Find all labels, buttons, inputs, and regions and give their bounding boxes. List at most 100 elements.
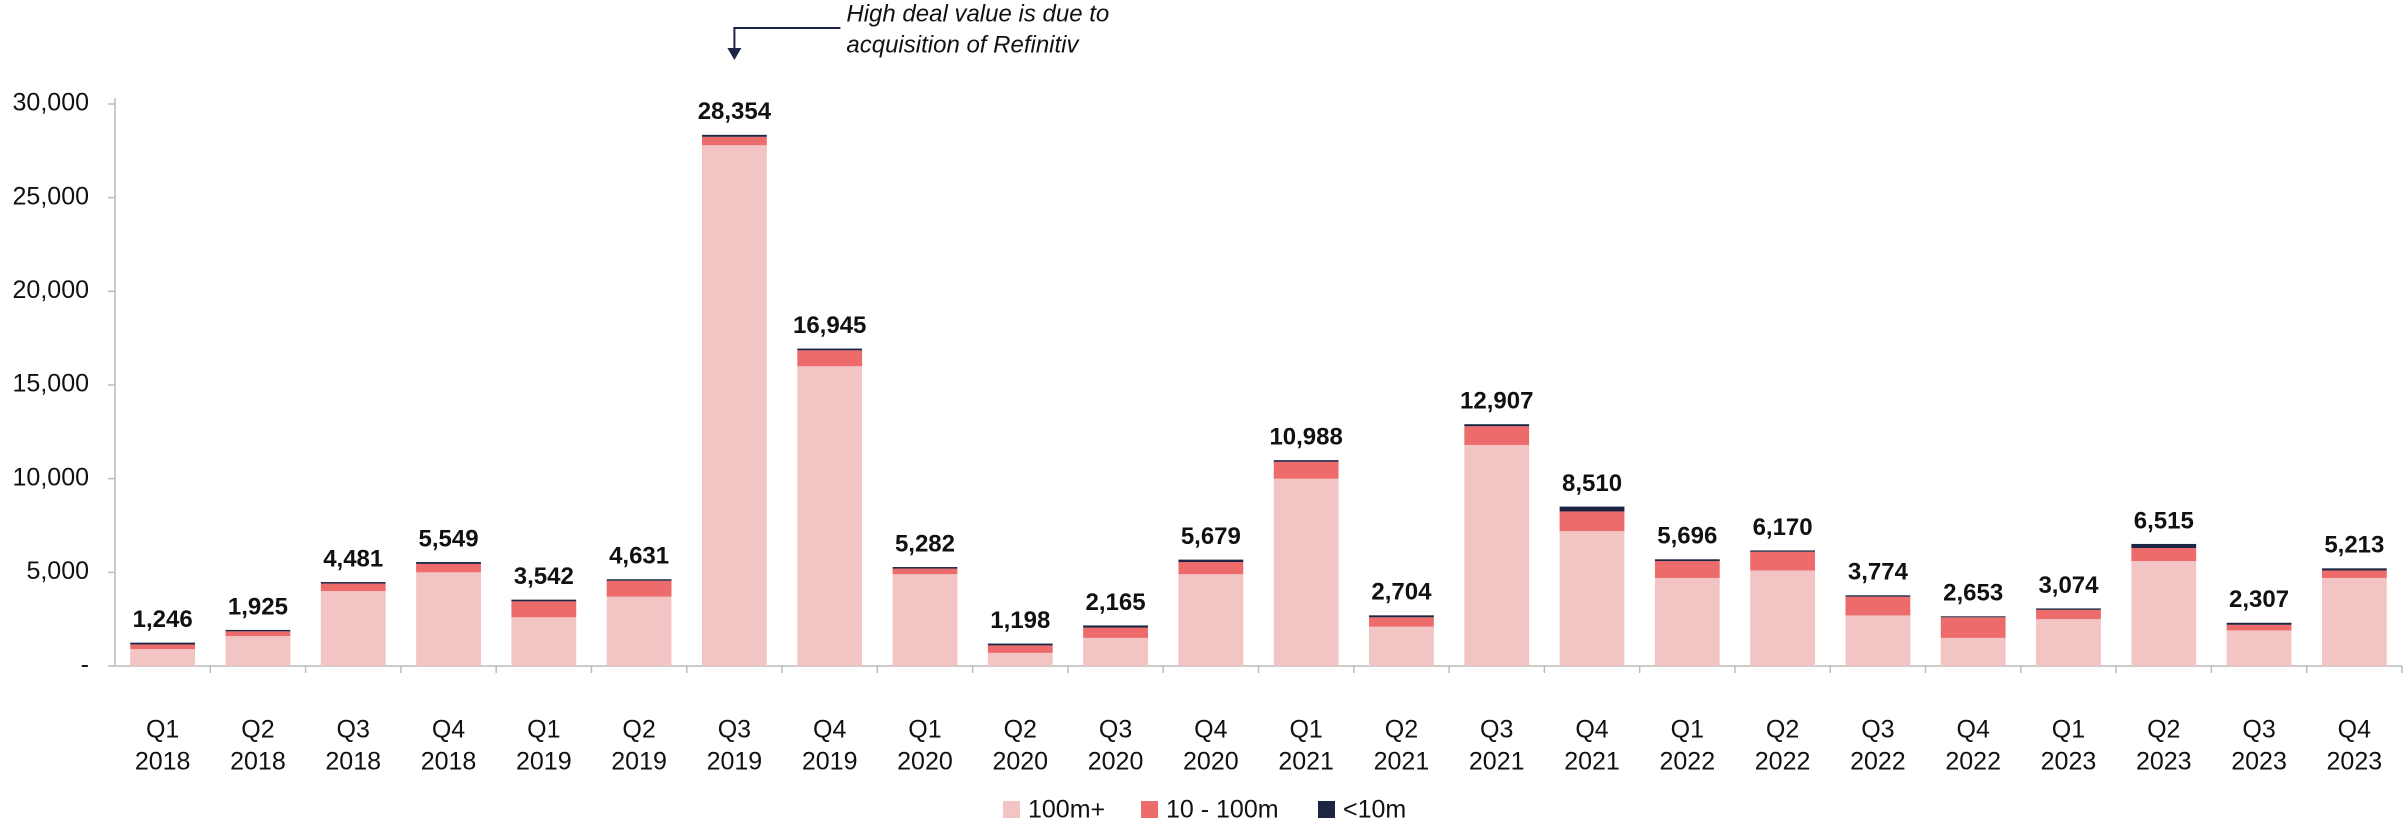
total-label: 8,510 bbox=[1562, 470, 1622, 497]
bar-segment bbox=[606, 596, 672, 666]
x-tick-label: 2019 bbox=[611, 748, 667, 776]
x-tick-label: Q4 bbox=[813, 716, 846, 744]
x-tick-label: Q1 bbox=[1289, 716, 1322, 744]
total-label: 6,515 bbox=[2134, 507, 2194, 534]
x-tick-label: 2021 bbox=[1564, 748, 1620, 776]
x-tick-label: Q2 bbox=[1004, 716, 1037, 744]
x-tick-label: 2023 bbox=[2041, 748, 2097, 776]
total-label: 4,631 bbox=[609, 543, 669, 570]
annotation: acquisition of Refinitiv bbox=[846, 31, 1080, 58]
total-label: 6,170 bbox=[1753, 514, 1813, 541]
bar-segment bbox=[1940, 616, 2006, 618]
bar-segment bbox=[1178, 574, 1244, 666]
x-tick-label: 2023 bbox=[2231, 748, 2287, 776]
bar-segment bbox=[892, 568, 958, 575]
bar-segment bbox=[2131, 561, 2197, 666]
x-tick-label: 2021 bbox=[1469, 748, 1525, 776]
y-tick-label: 10,000 bbox=[13, 463, 89, 491]
bar-segment bbox=[2036, 619, 2101, 666]
x-tick-label: Q3 bbox=[1861, 716, 1894, 744]
total-label: 16,945 bbox=[793, 312, 866, 339]
x-tick-label: 2020 bbox=[1088, 748, 1144, 776]
total-label: 3,774 bbox=[1848, 559, 1909, 586]
legend-swatch bbox=[1003, 801, 1020, 818]
x-tick-label: Q3 bbox=[2242, 716, 2275, 744]
bar-segment bbox=[1369, 615, 1434, 618]
bar-segment bbox=[320, 583, 386, 592]
x-tick-label: Q3 bbox=[718, 716, 751, 744]
total-label: 1,198 bbox=[990, 607, 1050, 634]
x-tick-label: Q2 bbox=[241, 716, 274, 744]
bar-segment bbox=[892, 567, 958, 569]
x-tick-label: 2019 bbox=[707, 748, 763, 776]
bar-segment bbox=[987, 645, 1053, 653]
x-tick-label: Q4 bbox=[1194, 716, 1227, 744]
bar-segment bbox=[2131, 543, 2197, 548]
bar-segment bbox=[1654, 577, 1720, 666]
annotation-arrow bbox=[733, 27, 841, 52]
x-tick-label: Q2 bbox=[622, 716, 655, 744]
bar-segment bbox=[2321, 577, 2387, 666]
total-label: 5,679 bbox=[1181, 523, 1241, 550]
bar-segment bbox=[701, 134, 767, 137]
bar-segment bbox=[701, 145, 767, 667]
total-label: 10,988 bbox=[1269, 424, 1342, 451]
x-tick-label: Q4 bbox=[1575, 716, 1608, 744]
x-tick-label: Q2 bbox=[2147, 716, 2180, 744]
bar-segment bbox=[320, 582, 386, 584]
bar-segment bbox=[1273, 460, 1339, 462]
x-tick-label: Q4 bbox=[1957, 716, 1990, 744]
bar-segment bbox=[1750, 551, 1816, 571]
bar-segment bbox=[606, 580, 672, 597]
x-tick-label: 2022 bbox=[1660, 748, 1716, 776]
bar-segment bbox=[1464, 424, 1530, 427]
bar-segment bbox=[797, 350, 863, 367]
annotation: High deal value is due to bbox=[846, 0, 1109, 27]
bar-segment bbox=[1559, 531, 1625, 666]
bar-segment bbox=[511, 601, 577, 618]
bar-segment bbox=[987, 652, 1053, 666]
total-label: 1,925 bbox=[228, 593, 288, 620]
y-tick-label: - bbox=[81, 651, 89, 679]
bar-segment bbox=[320, 591, 386, 666]
x-tick-label: 2018 bbox=[325, 748, 381, 776]
total-label: 2,704 bbox=[1371, 579, 1432, 606]
bar-segment bbox=[1750, 550, 1816, 552]
bar-segment bbox=[130, 644, 196, 650]
y-tick-label: 25,000 bbox=[13, 182, 89, 210]
bar-segment bbox=[1369, 617, 1434, 627]
bar-segment bbox=[511, 599, 577, 602]
bar-segment bbox=[416, 562, 481, 564]
x-tick-label: Q3 bbox=[1480, 716, 1513, 744]
total-label: 5,696 bbox=[1657, 523, 1717, 550]
bar-segment bbox=[1845, 615, 1911, 666]
x-tick-label: 2022 bbox=[1945, 748, 2001, 776]
bar-segment bbox=[2321, 568, 2387, 571]
bar-segment bbox=[2226, 622, 2292, 625]
bar-segment bbox=[225, 629, 291, 632]
bar-segment bbox=[1654, 559, 1720, 562]
bar-segment bbox=[1559, 506, 1625, 512]
legend-label: <10m bbox=[1343, 796, 1406, 824]
x-tick-label: Q1 bbox=[908, 716, 941, 744]
x-tick-label: 2021 bbox=[1374, 748, 1430, 776]
x-tick-label: 2018 bbox=[421, 748, 477, 776]
legend-swatch bbox=[1141, 801, 1158, 818]
bar-segment bbox=[1178, 559, 1244, 563]
bar-segment bbox=[1273, 478, 1339, 666]
bar-segment bbox=[225, 631, 291, 637]
x-tick-label: Q3 bbox=[337, 716, 370, 744]
x-tick-label: 2021 bbox=[1278, 748, 1334, 776]
bar-segment bbox=[511, 617, 577, 666]
bar-segment bbox=[416, 563, 481, 573]
annotation-arrowhead bbox=[727, 48, 742, 60]
bar-segment bbox=[130, 649, 196, 666]
bar-segment bbox=[1464, 444, 1530, 666]
total-label: 12,907 bbox=[1460, 388, 1533, 415]
x-tick-label: Q1 bbox=[527, 716, 560, 744]
bar-segment bbox=[416, 572, 481, 666]
bar-segment bbox=[2131, 547, 2197, 562]
bar-segment bbox=[1083, 637, 1148, 666]
y-tick-label: 5,000 bbox=[26, 557, 89, 585]
